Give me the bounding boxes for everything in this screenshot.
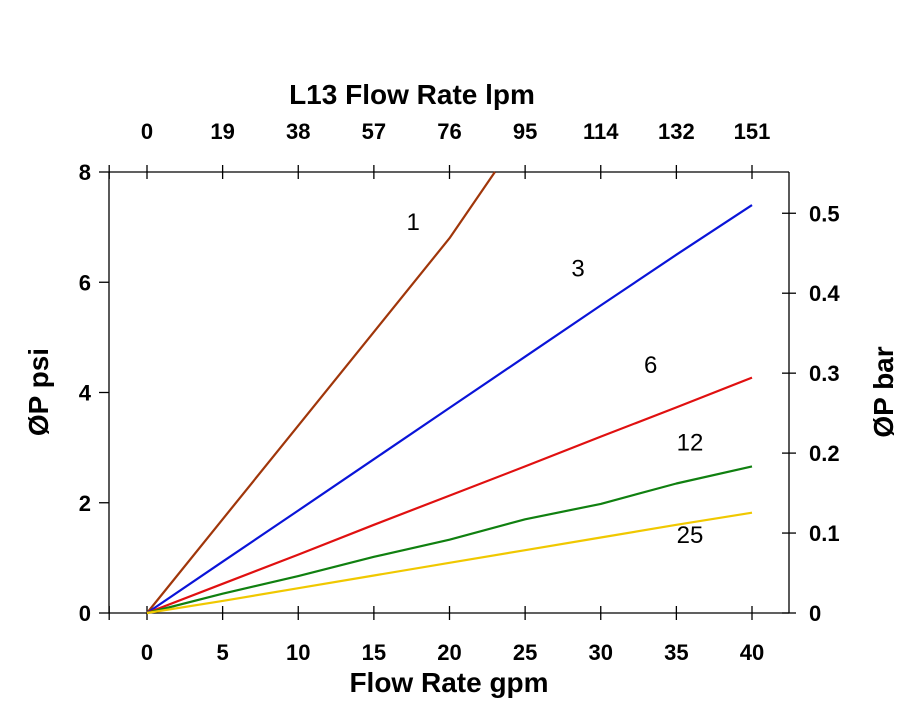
y-tick-label: 4: [79, 381, 92, 406]
series-layer: 1 3 6 12 25: [146, 171, 753, 615]
series-label-12: 12: [677, 429, 704, 456]
x2-tick-label: 76: [437, 119, 461, 144]
x-tick-label: 0: [141, 640, 153, 665]
x-axis-title: Flow Rate gpm: [349, 667, 548, 698]
x-tick-label: 40: [740, 640, 764, 665]
series-line-3: [146, 204, 753, 614]
y2-tick-label: 0.3: [809, 361, 840, 386]
x2-tick-label: 57: [362, 119, 386, 144]
y2-tick-label: 0.4: [809, 281, 840, 306]
y2-tick-label: 0.2: [809, 441, 840, 466]
x-tick-label: 25: [513, 640, 537, 665]
y-tick-label: 2: [79, 491, 91, 516]
axes: 0051910381557207625953011435132401510246…: [79, 119, 841, 665]
x-tick-label: 35: [664, 640, 688, 665]
y2-axis-title: ØP bar: [868, 346, 899, 437]
labels-layer: L13 Flow Rate lpm Flow Rate gpm ØP psi Ø…: [23, 79, 899, 698]
chart-title: L13 Flow Rate lpm: [289, 79, 535, 110]
x2-tick-label: 114: [583, 119, 619, 144]
x-tick-label: 30: [589, 640, 613, 665]
y2-tick-label: 0.1: [809, 521, 840, 546]
y-tick-label: 8: [79, 160, 91, 185]
series-label-1: 1: [407, 209, 420, 236]
x-tick-label: 5: [217, 640, 229, 665]
series-label-25: 25: [677, 522, 704, 549]
x-tick-label: 15: [362, 640, 386, 665]
x2-tick-label: 95: [513, 119, 537, 144]
y-axis-title: ØP psi: [23, 348, 54, 436]
x2-tick-label: 38: [286, 119, 310, 144]
series-line-1: [146, 171, 496, 614]
x2-tick-label: 151: [734, 119, 771, 144]
x2-tick-label: 0: [141, 119, 153, 144]
series-label-3: 3: [571, 256, 584, 283]
series-line-12: [146, 465, 753, 615]
series-label-6: 6: [644, 352, 657, 379]
y-tick-label: 0: [79, 601, 91, 626]
y2-tick-label: 0: [809, 601, 821, 626]
x-tick-label: 20: [437, 640, 461, 665]
y2-tick-label: 0.5: [809, 201, 840, 226]
x2-tick-label: 132: [658, 119, 695, 144]
series-line-6: [146, 376, 753, 615]
x2-tick-label: 19: [210, 119, 234, 144]
x-tick-label: 10: [286, 640, 310, 665]
series-line-25: [146, 511, 753, 615]
y-tick-label: 6: [79, 270, 91, 295]
